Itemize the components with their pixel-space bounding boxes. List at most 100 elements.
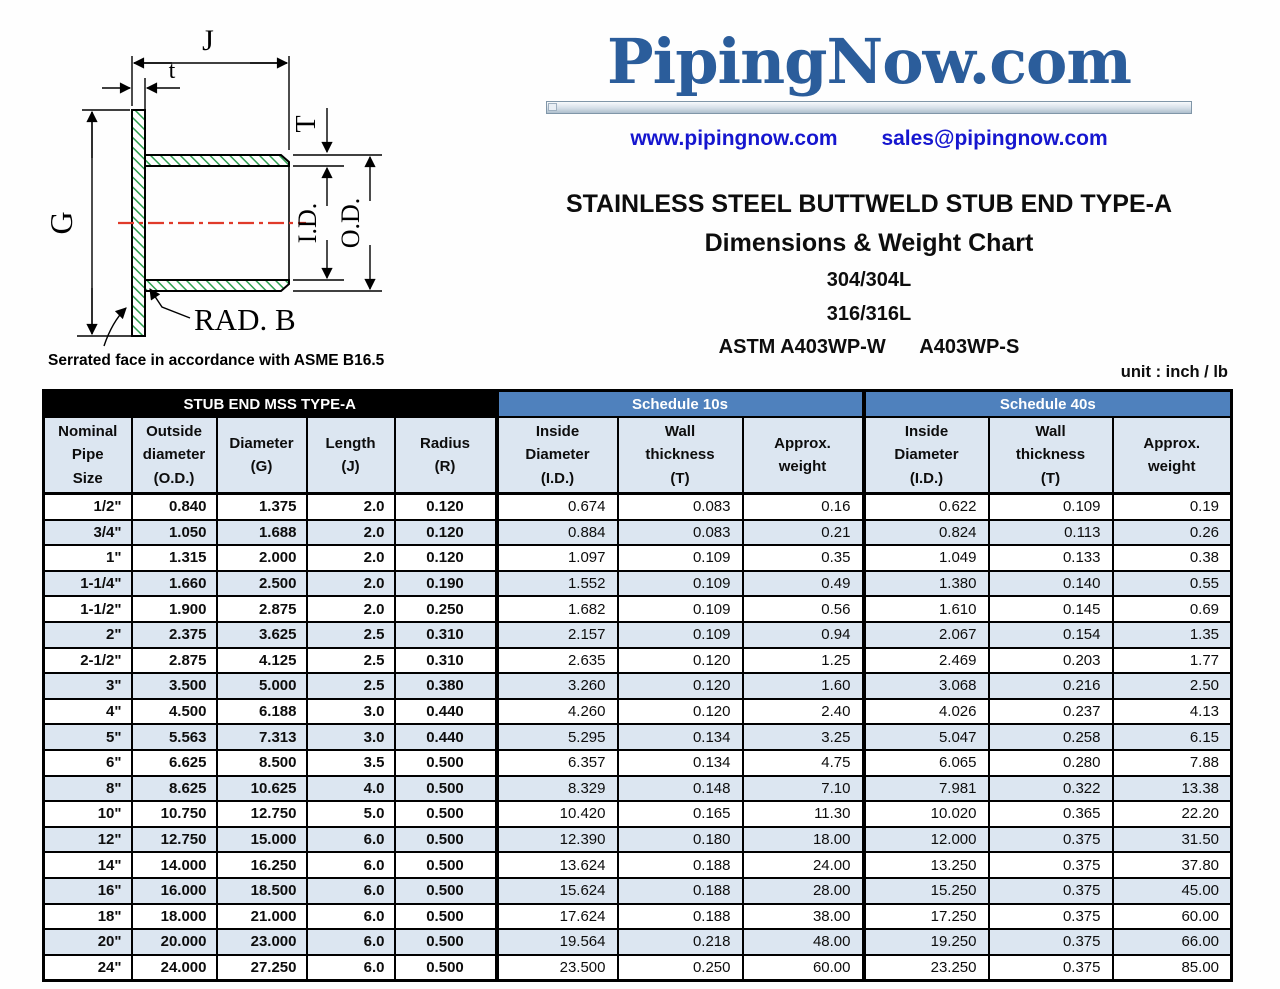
cell-id10: 15.624 (494, 876, 619, 905)
cell-g: 2.875 (215, 595, 308, 623)
cell-t10: 0.218 (616, 928, 744, 956)
cell-t40: 0.258 (987, 723, 1114, 751)
cell-wt40: 0.38 (1111, 544, 1233, 572)
cell-od: 10.750 (130, 800, 218, 828)
cell-id10: 5.295 (494, 723, 619, 751)
page-title: STAINLESS STEEL BUTTWELD STUB END TYPE-A (565, 190, 1173, 218)
cell-id10: 4.260 (494, 697, 619, 726)
cell-id10: 19.564 (494, 928, 619, 956)
logo-block: PipingNow.com www.pipingnow.com sales@pi… (543, 26, 1195, 151)
dim-label-g: G (43, 211, 79, 234)
table-row: 4" 4.500 6.188 3.0 0.440 4.260 0.120 2.40 4.026 0… (42, 697, 1233, 726)
cell-wt40: 1.35 (1111, 620, 1233, 649)
cell-g: 16.250 (215, 851, 308, 879)
cell-od: 5.563 (130, 723, 218, 751)
cell-nps: 2" (42, 620, 133, 649)
spec-1: ASTM A403WP-W (718, 336, 886, 358)
cell-g: 27.250 (215, 953, 308, 982)
cell-id40: 23.250 (861, 953, 990, 982)
col-header-r: Radius (R) (393, 416, 498, 495)
col-header-nps: Nominal Pipe Size (42, 416, 133, 495)
cell-r: 0.310 (393, 646, 498, 675)
cell-t10: 0.109 (616, 569, 744, 598)
cell-id40: 13.250 (861, 851, 990, 879)
cell-t40: 0.375 (987, 928, 1114, 956)
table-row: 14" 14.000 16.250 6.0 0.500 13.624 0.188 24.00 1… (42, 851, 1233, 879)
cell-j: 2.0 (305, 492, 396, 521)
cell-id40: 15.250 (861, 876, 990, 905)
cell-t40: 0.375 (987, 825, 1114, 854)
logo-divider-bar (546, 101, 1192, 115)
cell-j: 3.5 (305, 748, 396, 777)
cell-id10: 12.390 (494, 825, 619, 854)
cell-nps: 3/4" (42, 518, 133, 547)
cell-nps: 16" (42, 876, 133, 905)
cell-t10: 0.188 (616, 851, 744, 879)
cell-r: 0.500 (393, 953, 498, 982)
page-subtitle: Dimensions & Weight Chart (704, 229, 1034, 257)
cell-od: 1.315 (130, 544, 218, 572)
cell-r: 0.500 (393, 902, 498, 931)
cell-wt10: 28.00 (741, 876, 865, 905)
cell-t10: 0.188 (616, 902, 744, 931)
bar-endcap (548, 103, 557, 112)
cell-nps: 1-1/4" (42, 569, 133, 598)
cell-id40: 1.610 (861, 595, 990, 623)
table-row: 3/4" 1.050 1.688 2.0 0.120 0.884 0.083 0.21 0.82… (42, 518, 1233, 547)
cell-j: 5.0 (305, 800, 396, 828)
website-text: www.pipingnow.com (630, 127, 838, 151)
cell-t10: 0.134 (616, 723, 744, 751)
table-row: 8" 8.625 10.625 4.0 0.500 8.329 0.148 7.10 7.981… (42, 774, 1233, 803)
col-header-j: Length (J) (305, 416, 396, 495)
cell-t10: 0.134 (616, 748, 744, 777)
table-row: 3" 3.500 5.000 2.5 0.380 3.260 0.120 1.60 3.068 0… (42, 672, 1233, 700)
cell-id10: 8.329 (494, 774, 619, 803)
table-row: 5" 5.563 7.313 3.0 0.440 5.295 0.134 3.25 5.047 0… (42, 723, 1233, 751)
cell-od: 3.500 (130, 672, 218, 700)
cell-j: 6.0 (305, 825, 396, 854)
cell-g: 1.688 (215, 518, 308, 547)
serrated-note-text: Serrated face in accordance with ASME B1… (48, 352, 385, 369)
cell-g: 3.625 (215, 620, 308, 649)
cell-wt10: 1.25 (741, 646, 865, 675)
cell-nps: 10" (42, 800, 133, 828)
cell-r: 0.120 (393, 492, 498, 521)
dim-label-id: I.D. (293, 203, 322, 243)
cell-g: 5.000 (215, 672, 308, 700)
cell-wt10: 4.75 (741, 748, 865, 777)
col-header-id10: Inside Diameter (I.D.) (494, 416, 619, 495)
cell-nps: 14" (42, 851, 133, 879)
cell-t10: 0.180 (616, 825, 744, 854)
cell-t40: 0.237 (987, 697, 1114, 726)
table-row: 10" 10.750 12.750 5.0 0.500 10.420 0.165 11.30 1… (42, 800, 1233, 828)
cell-j: 3.0 (305, 723, 396, 751)
cell-t40: 0.133 (987, 544, 1114, 572)
cell-r: 0.120 (393, 518, 498, 547)
cell-g: 23.000 (215, 928, 308, 956)
group-header-schedule-40s: Schedule 40s (861, 389, 1233, 418)
cell-wt40: 0.69 (1111, 595, 1233, 623)
cell-g: 2.000 (215, 544, 308, 572)
table-row: 24" 24.000 27.250 6.0 0.500 23.500 0.250 60.00 2… (42, 953, 1233, 982)
cell-t10: 0.109 (616, 544, 744, 572)
cell-wt40: 85.00 (1111, 953, 1233, 982)
email-text: sales@pipingnow.com (881, 127, 1108, 151)
dimensions-weight-table: STUB END MSS TYPE-A Schedule 10s Schedul… (42, 389, 1234, 983)
cell-id40: 10.020 (861, 800, 990, 828)
cell-r: 0.500 (393, 928, 498, 956)
cell-id40: 12.000 (861, 825, 990, 854)
cell-t40: 0.140 (987, 569, 1114, 598)
cell-g: 4.125 (215, 646, 308, 675)
cell-nps: 1-1/2" (42, 595, 133, 623)
dimension-od: O.D. (293, 155, 382, 292)
cell-r: 0.120 (393, 544, 498, 572)
cell-wt40: 13.38 (1111, 774, 1233, 803)
contact-line: www.pipingnow.com sales@pipingnow.com (543, 127, 1195, 151)
col-header-g: Diameter (G) (215, 416, 308, 495)
cell-r: 0.440 (393, 723, 498, 751)
cell-od: 20.000 (130, 928, 218, 956)
cell-nps: 6" (42, 748, 133, 777)
cell-wt40: 4.13 (1111, 697, 1233, 726)
cell-id40: 3.068 (861, 672, 990, 700)
cell-wt10: 3.25 (741, 723, 865, 751)
